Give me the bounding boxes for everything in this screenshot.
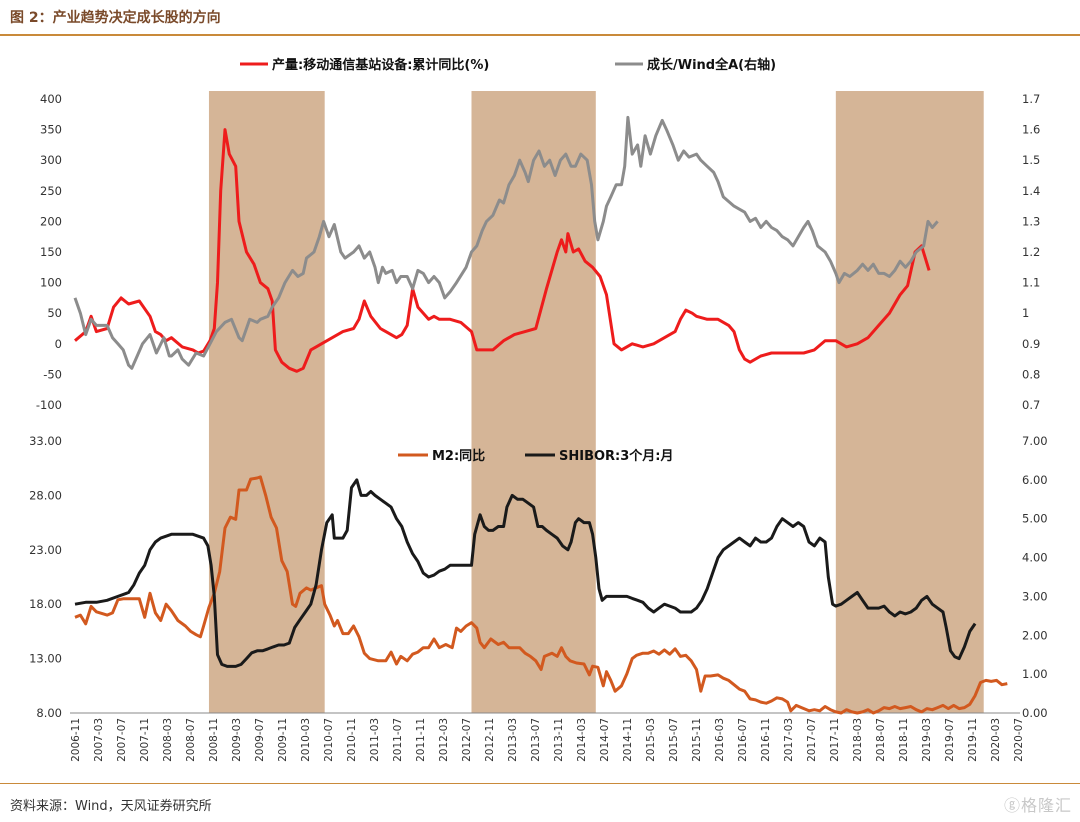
left-axis-tick-label: 200 [40,214,62,228]
legend-item-gray: 成长/Wind全A(右轴) [615,57,776,73]
x-axis-tick-label: 2009-11 [277,718,289,762]
x-axis-tick-label: 2013-07 [530,718,542,762]
legend-label-orange: M2:同比 [432,448,485,464]
title-divider [0,34,1080,36]
x-axis-tick-label: 2011-11 [415,718,427,762]
right-axis-tick-label: 2.00 [1022,628,1048,642]
footer-divider [0,783,1080,784]
left-axis-tick-label: -100 [36,398,62,412]
right-axis-tick-label: 1.5 [1022,153,1040,167]
shaded-period-2 [471,91,596,713]
x-axis-tick-label: 2010-11 [346,718,358,762]
legend-item-orange: M2:同比 [398,448,485,464]
x-axis-tick-label: 2019-11 [967,718,979,762]
right-axis-tick-label: 1.1 [1022,276,1040,290]
right-axis-tick-label: 1 [1022,306,1029,320]
left-axis-tick-label: 28.00 [29,488,62,502]
x-axis-tick-label: 2020-07 [1013,718,1025,762]
x-axis-tick-label: 2019-03 [921,718,933,762]
x-axis-tick-label: 2015-03 [645,718,657,762]
x-axis-tick-label: 2012-03 [438,718,450,762]
x-axis-tick-label: 2008-03 [162,718,174,762]
x-axis-tick-label: 2019-07 [944,718,956,762]
legend-item-red: 产量:移动通信基站设备:累计同比(%) [240,57,489,73]
watermark-logo: ⓖ格隆汇 [1003,796,1072,815]
left-axis-tick-label: 13.00 [29,652,62,666]
x-axis-tick-label: 2007-11 [139,718,151,762]
right-axis-tick-label: 3.00 [1022,589,1048,603]
x-axis-tick-label: 2009-03 [231,718,243,762]
figure-title: 图 2：产业趋势决定成长股的方向 [10,10,221,26]
left-axis-tick-label: -50 [43,367,62,381]
left-axis-tick-label: 8.00 [36,706,62,720]
x-axis-tick-label: 2017-11 [829,718,841,762]
right-axis-tick-label: 0.00 [1022,706,1048,720]
right-axis-tick-label: 1.2 [1022,245,1040,259]
left-axis-tick-label: 0 [55,337,62,351]
x-axis-tick-label: 2009-07 [254,718,266,762]
legend-label-red: 产量:移动通信基站设备:累计同比(%) [272,57,489,73]
x-axis-tick-label: 2016-11 [760,718,772,762]
right-axis-tick-label: 0.9 [1022,337,1040,351]
right-axis-tick-label: 1.7 [1022,92,1040,106]
x-axis-tick-label: 2016-03 [714,718,726,762]
right-axis-tick-label: 4.00 [1022,551,1048,565]
series-line-1 [74,128,931,373]
x-axis-tick-label: 2018-07 [875,718,887,762]
x-axis-tick-label: 2011-03 [369,718,381,762]
x-axis-tick-label: 2013-11 [553,718,565,762]
left-axis-tick-label: 350 [40,123,62,137]
x-axis-tick-label: 2018-11 [898,718,910,762]
x-axis-tick-label: 2006-11 [70,718,82,762]
x-axis-tick-label: 2020-03 [990,718,1002,762]
left-axis-tick-label: 100 [40,276,62,290]
series-line-3 [74,475,1008,715]
x-axis-tick-label: 2014-03 [576,718,588,762]
x-axis-tick-label: 2017-03 [783,718,795,762]
x-axis-tick-label: 2012-11 [484,718,496,762]
x-axis-tick-label: 2015-11 [691,718,703,762]
left-axis-tick-label: 150 [40,245,62,259]
legend-label-black: SHIBOR:3个月:月 [559,448,674,464]
right-axis-tick-label: 1.00 [1022,667,1048,681]
right-axis-tick-label: 1.6 [1022,123,1040,137]
right-axis-tick-label: 0.8 [1022,367,1040,381]
x-axis-tick-label: 2013-03 [507,718,519,762]
legend-item-black: SHIBOR:3个月:月 [525,448,674,464]
left-axis-tick-label: 18.00 [29,597,62,611]
x-axis-tick-label: 2014-11 [622,718,634,762]
right-axis-tick-label: 1.3 [1022,214,1040,228]
x-axis-tick-label: 2008-07 [185,718,197,762]
right-axis-tick-label: 7.00 [1022,434,1048,448]
right-axis-tick-label: 5.00 [1022,512,1048,526]
shaded-period-1 [208,91,325,713]
x-axis-tick-label: 2017-07 [806,718,818,762]
x-axis-tick-label: 2007-07 [116,718,128,762]
right-axis-tick-label: 0.7 [1022,398,1040,412]
x-axis-tick-label: 2008-11 [208,718,220,762]
x-axis-tick-label: 2011-07 [392,718,404,762]
x-axis-tick-label: 2016-07 [737,718,749,762]
series-line-2 [73,115,939,370]
left-axis-tick-label: 250 [40,184,62,198]
left-axis-tick-label: 300 [40,153,62,167]
shaded-period-3 [835,91,984,713]
right-axis-tick-label: 1.4 [1022,184,1040,198]
x-axis-tick-label: 2012-07 [461,718,473,762]
right-axis-tick-label: 6.00 [1022,473,1048,487]
x-axis-tick-label: 2014-07 [599,718,611,762]
left-axis-tick-label: 23.00 [29,543,62,557]
x-axis-tick-label: 2010-03 [300,718,312,762]
x-axis-tick-label: 2010-07 [323,718,335,762]
series-line-4 [74,478,977,668]
left-axis-tick-label: 33.00 [29,434,62,448]
x-axis-tick-label: 2015-07 [668,718,680,762]
left-axis-tick-label: 400 [40,92,62,106]
left-axis-tick-label: 50 [47,306,62,320]
x-axis-tick-label: 2018-03 [852,718,864,762]
source-note: 资料来源：Wind，天风证券研究所 [10,799,212,814]
x-axis-tick-label: 2007-03 [93,718,105,762]
legend-label-gray: 成长/Wind全A(右轴) [647,57,776,73]
